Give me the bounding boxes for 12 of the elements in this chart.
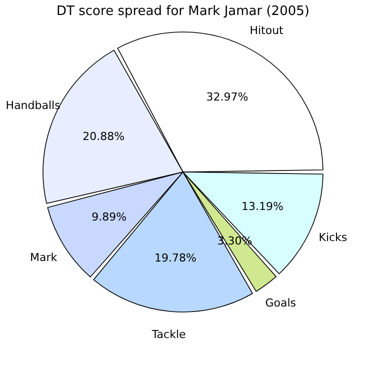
slice-label: Goals: [265, 296, 296, 310]
data-label: 13.19%: [241, 200, 284, 213]
data-label: 19.78%: [154, 251, 196, 264]
slice-label: Kicks: [318, 230, 348, 244]
data-label: 20.88%: [82, 130, 125, 144]
slice-label: Handballs: [6, 99, 61, 112]
slice-label: Mark: [30, 250, 58, 264]
data-label: 9.89%: [92, 210, 127, 224]
data-label: 32.97%: [206, 90, 248, 104]
slice-label: Hitout: [250, 24, 284, 38]
slice-label: Tackle: [150, 328, 186, 342]
chart-title: DT score spread for Mark Jamar (2005): [56, 4, 310, 19]
